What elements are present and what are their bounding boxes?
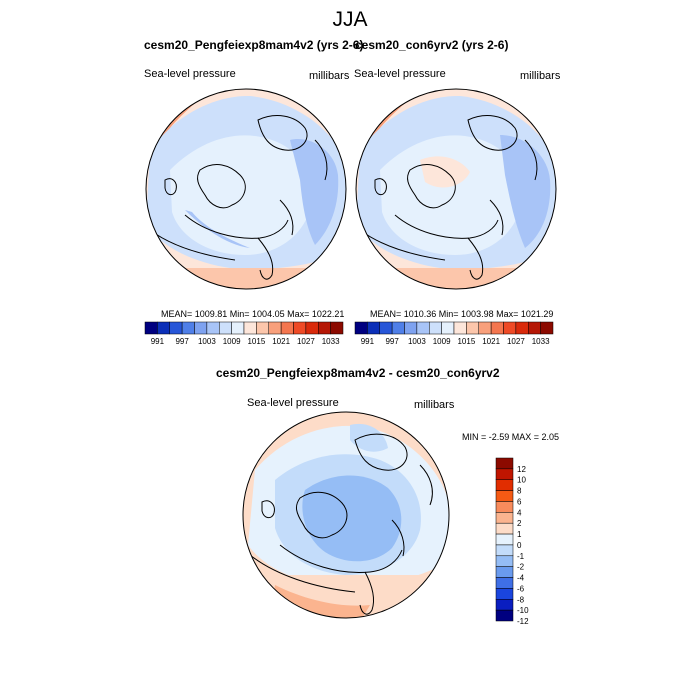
colorbar3-swatch <box>495 468 514 480</box>
colorbar2-swatch <box>528 321 541 335</box>
colorbar2-swatch <box>441 321 455 335</box>
colorbar2-tick-label: 1003 <box>408 337 426 346</box>
colorbar2-tick-label: 997 <box>385 337 399 346</box>
colorbar1-swatch <box>268 321 282 335</box>
colorbar1-tick-label: 997 <box>175 337 189 346</box>
colorbar2-swatch <box>503 321 517 335</box>
colorbar3-tick-label: -8 <box>517 595 525 604</box>
colorbar3-tick-label: 8 <box>517 487 522 496</box>
panel2-title: cesm20_con6yrv2 (yrs 2-6) <box>355 38 509 52</box>
colorbar3-swatch <box>495 533 514 546</box>
colorbar2-swatch <box>391 321 405 335</box>
panel3-variable-label: Sea-level pressure <box>247 397 339 409</box>
colorbar3-tick-label: 1 <box>517 530 522 539</box>
colorbar3-swatch <box>495 479 514 491</box>
colorbar2-swatch <box>416 321 430 335</box>
colorbar3-tick-label: 10 <box>517 476 526 485</box>
colorbar2-swatch <box>354 321 368 335</box>
colorbar2-tick-label: 991 <box>361 337 375 346</box>
colorbar1-tick-label: 991 <box>151 337 165 346</box>
colorbar1-swatch <box>194 321 208 335</box>
panel1-units-label: millibars <box>309 70 350 82</box>
colorbar3-tick-label: 12 <box>517 465 526 474</box>
colorbar2-swatch <box>490 321 504 335</box>
colorbar3-swatch <box>495 566 514 578</box>
colorbar2-swatch <box>379 321 393 335</box>
colorbar1-tick-label: 1033 <box>322 337 340 346</box>
colorbar3-swatch <box>495 609 514 622</box>
colorbar3-swatch <box>495 490 514 502</box>
colorbar3-tick-label: 0 <box>517 541 522 550</box>
colorbar3-tick-label: -12 <box>517 617 529 626</box>
colorbar2-swatch <box>478 321 492 335</box>
panel3-stats: MIN = -2.59 MAX = 2.05 <box>462 432 560 442</box>
colorbar2-swatch <box>515 321 529 335</box>
colorbar1-swatch <box>206 321 220 335</box>
colorbar1-swatch <box>293 321 307 335</box>
colorbar3-tick-label: -4 <box>517 574 525 583</box>
colorbar1-tick-label: 1015 <box>247 337 265 346</box>
colorbar2-tick-label: 1015 <box>457 337 475 346</box>
colorbar1-tick-label: 1009 <box>223 337 241 346</box>
colorbar2-tick-label: 1021 <box>482 337 500 346</box>
colorbar3-tick-label: -10 <box>517 606 529 615</box>
colorbar3-swatch <box>495 457 514 470</box>
colorbar2-tick-label: 1009 <box>433 337 451 346</box>
colorbar1-tick-label: 1021 <box>272 337 290 346</box>
panel2-stats: MEAN= 1010.36 Min= 1003.98 Max= 1021.29 <box>370 309 554 319</box>
colorbar1-tick-label: 1027 <box>297 337 315 346</box>
map1-polar-plot <box>145 88 347 290</box>
panel2-units-label: millibars <box>520 70 561 82</box>
colorbar3-tick-label: 6 <box>517 497 522 506</box>
map2-polar-plot <box>355 88 557 290</box>
colorbar2-swatch <box>540 321 554 335</box>
colorbar3-swatch <box>495 555 514 567</box>
colorbar2-tick-label: 1027 <box>507 337 525 346</box>
colorbar2-swatch <box>466 321 479 335</box>
colorbar1-swatch <box>144 321 158 335</box>
colorbar3-swatch <box>495 512 514 524</box>
panel1-title: cesm20_Pengfeiexp8mam4v2 (yrs 2-6) <box>144 38 364 52</box>
colorbar2-swatch <box>367 321 380 335</box>
colorbar3-swatch <box>495 577 514 589</box>
panel3-title: cesm20_Pengfeiexp8mam4v2 - cesm20_con6yr… <box>216 366 500 380</box>
colorbar1-swatch <box>256 321 269 335</box>
colorbar3-tick-label: -2 <box>517 563 525 572</box>
panel2-variable-label: Sea-level pressure <box>354 68 446 80</box>
colorbar3-tick-label: 2 <box>517 519 522 528</box>
colorbar1-swatch <box>219 321 232 335</box>
colorbar2-tick-label: 1033 <box>532 337 550 346</box>
colorbar1-swatch <box>330 321 344 335</box>
colorbar1-swatch <box>157 321 170 335</box>
colorbar1-swatch <box>318 321 331 335</box>
colorbar3-swatch <box>495 501 514 513</box>
colorbar3-swatch <box>495 544 514 557</box>
colorbar3-swatch <box>495 522 514 535</box>
colorbar1-swatch <box>305 321 319 335</box>
colorbar2-swatch <box>453 321 467 335</box>
colorbar3-tick-label: -1 <box>517 552 525 561</box>
colorbar2-swatch <box>404 321 418 335</box>
colorbar1-swatch <box>231 321 245 335</box>
colorbar3-swatch <box>495 599 514 611</box>
map3-polar-plot <box>242 411 450 619</box>
panel3-units-label: millibars <box>414 399 455 411</box>
panel1-stats: MEAN= 1009.81 Min= 1004.05 Max= 1022.21 <box>161 309 345 319</box>
colorbar1-swatch <box>169 321 183 335</box>
page-title: JJA <box>332 8 368 31</box>
colorbar2-swatch <box>429 321 442 335</box>
colorbar1-swatch <box>243 321 257 335</box>
colorbar3-tick-label: -6 <box>517 584 525 593</box>
colorbar1-swatch <box>181 321 195 335</box>
panel1-variable-label: Sea-level pressure <box>144 68 236 80</box>
colorbar1-swatch <box>280 321 294 335</box>
colorbar3-swatch <box>495 588 514 600</box>
colorbar3-tick-label: 4 <box>517 508 522 517</box>
colorbar1-tick-label: 1003 <box>198 337 216 346</box>
